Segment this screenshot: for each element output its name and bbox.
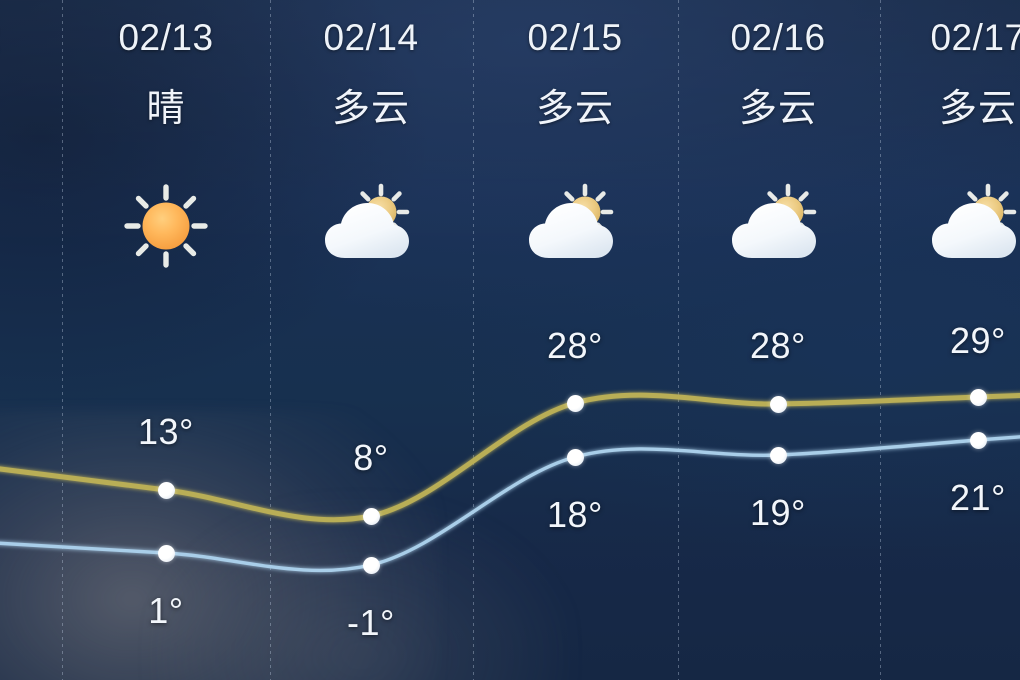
day-column-02-15[interactable]: 02/15 多云	[473, 0, 678, 300]
day-condition: 多云	[535, 88, 614, 130]
partly-cloudy-icon	[932, 183, 1017, 258]
low-temp-label: 21°	[950, 477, 1006, 518]
high-temp-point[interactable]	[969, 388, 987, 406]
day-condition: 多云	[331, 88, 410, 130]
day-date: 02/15	[527, 17, 623, 58]
low-temp-label: -1°	[347, 602, 395, 643]
day-date: 02/13	[118, 17, 214, 58]
high-temp-label: 28°	[750, 325, 806, 366]
high-temp-point[interactable]	[157, 481, 175, 499]
day-condition: 多云	[938, 88, 1017, 130]
low-temp-point[interactable]	[769, 446, 787, 464]
day-weather-icon	[876, 176, 1020, 276]
day-column-02-13[interactable]: 02/13 晴	[64, 0, 269, 300]
high-temp-label: 8°	[353, 437, 389, 478]
day-weather-icon	[676, 176, 881, 276]
low-temp-point[interactable]	[157, 544, 175, 562]
day-column-02-16[interactable]: 02/16 多云	[676, 0, 881, 300]
column-divider-0	[62, 0, 63, 680]
partly-cloudy-icon	[732, 183, 817, 258]
partly-cloudy-icon	[325, 183, 410, 258]
sun-icon	[124, 184, 208, 268]
low-temp-point[interactable]	[566, 448, 584, 466]
column-divider-3	[678, 0, 679, 680]
day-condition: 晴	[146, 88, 186, 130]
column-divider-1	[270, 0, 271, 680]
day-date: 02/17	[930, 17, 1020, 58]
day-column-02-17[interactable]: 02/17 多云	[876, 0, 1020, 300]
high-temp-point[interactable]	[769, 395, 787, 413]
partly-cloudy-icon	[529, 183, 614, 258]
day-date: 02/16	[730, 17, 826, 58]
high-temp-label: 13°	[138, 411, 194, 452]
high-temp-label: 28°	[547, 325, 603, 366]
high-temp-point[interactable]	[362, 507, 380, 525]
day-condition: 多云	[738, 88, 817, 130]
day-weather-icon	[473, 176, 678, 276]
low-temp-label: 18°	[547, 494, 603, 535]
column-divider-2	[473, 0, 474, 680]
day-weather-icon	[64, 176, 269, 276]
low-temp-label: 19°	[750, 492, 806, 533]
day-weather-icon	[269, 176, 474, 276]
day-date: 02/14	[323, 17, 419, 58]
low-temp-point[interactable]	[362, 556, 380, 574]
high-temp-point[interactable]	[566, 394, 584, 412]
low-temp-label: 1°	[148, 590, 184, 631]
column-divider-4	[880, 0, 881, 680]
day-column-02-14[interactable]: 02/14 多云	[269, 0, 474, 300]
high-temp-label: 29°	[950, 320, 1006, 361]
low-temp-point[interactable]	[969, 431, 987, 449]
